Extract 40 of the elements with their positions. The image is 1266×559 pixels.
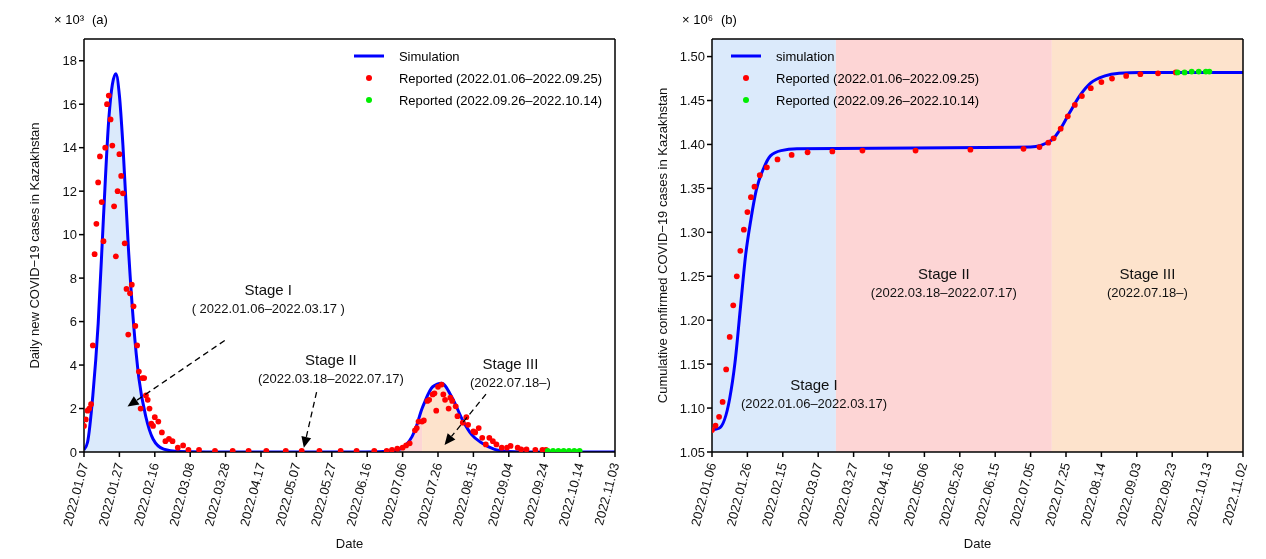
text: × 10³ <box>54 12 84 27</box>
legend-label: Reported (2022.09.26–2022.10.14) <box>776 92 980 108</box>
annotation: Stage III (2022.07.18–) <box>469 355 551 391</box>
legend-label: Reported (2022.01.06–2022.09.25) <box>776 70 980 86</box>
x-axis-title: Date <box>335 536 364 551</box>
y-tick-label: 1.15 <box>679 356 705 372</box>
legend-label: simulation <box>776 48 835 64</box>
legend-label: Simulation <box>398 48 460 64</box>
y-tick-label: 1.25 <box>679 268 705 284</box>
y-tick-label: 8 <box>69 270 77 286</box>
y-tick-label: 2 <box>69 401 77 417</box>
annotation: Stage II (2022.03.18–2022.07.17) <box>257 351 404 387</box>
band-label: Stage I (2022.01.06–2022.03.17) <box>740 376 888 412</box>
band-label: Stage II (2022.03.18–2022.07.17) <box>870 264 1017 300</box>
annotation: Stage I ( 2022.01.06–2022.03.17 ) <box>191 281 345 317</box>
y-tick-label: 4 <box>69 357 77 373</box>
y-axis-title: Cumulative confirmed COVID−19 cases in Kazakhstan <box>654 87 670 404</box>
y-tick-label: 14 <box>62 140 77 156</box>
x-axis-title: Date <box>963 536 992 551</box>
y-tick-label: 1.40 <box>679 137 705 153</box>
y-tick-label: 1.10 <box>679 400 705 416</box>
legend-label: Reported (2022.09.26–2022.10.14) <box>398 92 602 108</box>
y-tick-label: 1.50 <box>679 49 705 65</box>
legend-label: Reported (2022.01.06–2022.09.25) <box>398 70 602 86</box>
y-tick-label: 12 <box>62 183 77 199</box>
chart-title: (b) <box>721 12 737 27</box>
y-tick-label: 1.20 <box>679 312 705 328</box>
y-tick-label: 6 <box>69 314 77 330</box>
y-tick-label: 18 <box>62 53 77 69</box>
text: × 10⁶ <box>682 12 714 27</box>
y-tick-label: 1.45 <box>679 93 705 109</box>
y-tick-label: 1.05 <box>679 444 705 460</box>
y-tick-label: 1.35 <box>679 181 705 196</box>
band-label: Stage III (2022.07.18–) <box>1106 264 1188 300</box>
y-tick-label: 0 <box>69 444 77 460</box>
y-axis-title: Daily new COVID−19 cases in Kazakhstan <box>26 122 42 369</box>
y-tick-label: 10 <box>62 227 77 243</box>
y-tick-label: 1.30 <box>679 224 705 240</box>
chart-title: (a) <box>92 12 108 27</box>
y-tick-label: 16 <box>62 96 77 112</box>
